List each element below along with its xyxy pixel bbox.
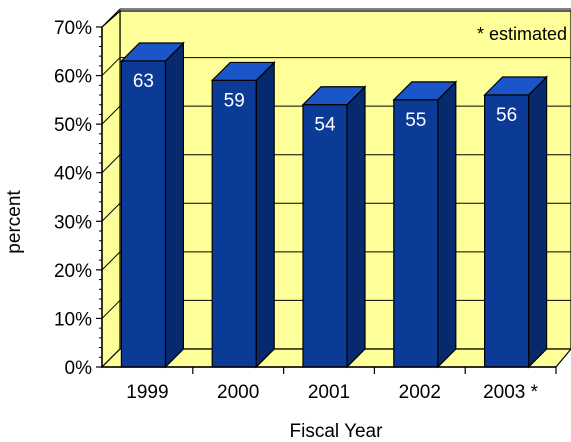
bar-side bbox=[527, 75, 548, 369]
bar: 54 bbox=[301, 85, 367, 369]
data-label: 54 bbox=[314, 115, 336, 136]
bar-front bbox=[302, 104, 348, 368]
y-tick-label: 70% bbox=[54, 18, 92, 39]
bar: 56 bbox=[483, 75, 549, 369]
gridline-side bbox=[101, 300, 121, 319]
bar-front bbox=[211, 79, 257, 368]
data-label: 55 bbox=[405, 110, 426, 131]
bar-side bbox=[437, 80, 457, 369]
estimated-note: * estimated bbox=[477, 24, 567, 44]
bar: 59 bbox=[210, 60, 276, 369]
y-axis-title: percent bbox=[4, 190, 25, 254]
y-tick-label: 20% bbox=[54, 261, 92, 282]
side-wall bbox=[101, 9, 121, 369]
gridline-side bbox=[101, 8, 121, 28]
y-tick-label: 50% bbox=[54, 115, 92, 136]
y-tick-label: 0% bbox=[65, 358, 93, 379]
x-axis: 1999 2000 2001 2002 2003 * bbox=[102, 366, 557, 403]
x-tick-label: 1999 bbox=[126, 382, 168, 403]
x-tick-label: 2003 * bbox=[483, 382, 539, 403]
bars: 63 59 54 55 56 bbox=[119, 41, 549, 369]
bar: 63 bbox=[119, 41, 185, 369]
x-tick-label: 2001 bbox=[308, 382, 350, 403]
gridline-side bbox=[101, 154, 121, 174]
gridline-side bbox=[101, 251, 121, 271]
bar-side bbox=[255, 60, 275, 369]
gridline-side bbox=[101, 105, 121, 125]
data-label: 63 bbox=[133, 71, 154, 92]
y-tick-label: 30% bbox=[54, 212, 92, 233]
y-tick-label: 60% bbox=[54, 67, 92, 88]
x-axis-title: Fiscal Year bbox=[290, 421, 384, 442]
x-tick-label: 2002 bbox=[399, 382, 441, 403]
bar: 55 bbox=[392, 80, 458, 369]
x-tick-label: 2000 bbox=[217, 382, 259, 403]
bar-front bbox=[120, 60, 167, 368]
bar-side bbox=[164, 41, 184, 369]
data-label: 56 bbox=[496, 105, 517, 126]
y-tick-label: 40% bbox=[54, 164, 92, 185]
gridline-side bbox=[101, 57, 121, 76]
bar-front bbox=[393, 99, 439, 368]
data-label: 59 bbox=[224, 90, 245, 111]
bar-side bbox=[346, 85, 366, 369]
y-axis: 0% 10% 20% 30% 40% 50% 60% 70% bbox=[54, 18, 103, 379]
gridline-side bbox=[101, 202, 121, 222]
bar-front bbox=[484, 94, 530, 368]
y-tick-label: 10% bbox=[54, 309, 92, 330]
